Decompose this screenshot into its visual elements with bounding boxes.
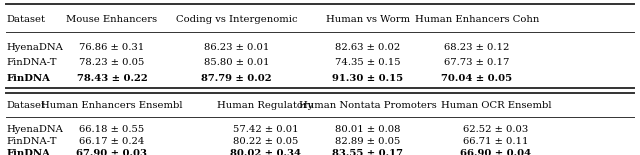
Text: FinDNA-T: FinDNA-T [6, 137, 57, 146]
Text: Mouse Enhancers: Mouse Enhancers [67, 15, 157, 24]
Text: 78.23 ± 0.05: 78.23 ± 0.05 [79, 58, 145, 67]
Text: 67.90 ± 0.03: 67.90 ± 0.03 [77, 149, 147, 155]
Text: Human vs Worm: Human vs Worm [326, 15, 410, 24]
Text: 78.43 ± 0.22: 78.43 ± 0.22 [77, 74, 147, 83]
Text: HyenaDNA: HyenaDNA [6, 43, 63, 52]
Text: Human Nontata Promoters: Human Nontata Promoters [299, 101, 437, 110]
Text: Human Enhancers Ensembl: Human Enhancers Ensembl [41, 101, 183, 110]
Text: 85.80 ± 0.01: 85.80 ± 0.01 [204, 58, 269, 67]
Text: Human Enhancers Cohn: Human Enhancers Cohn [415, 15, 539, 24]
Text: 74.35 ± 0.15: 74.35 ± 0.15 [335, 58, 401, 67]
Text: HyenaDNA: HyenaDNA [6, 125, 63, 134]
Text: Dataset: Dataset [6, 101, 45, 110]
Text: 70.04 ± 0.05: 70.04 ± 0.05 [441, 74, 513, 83]
Text: FinDNA: FinDNA [6, 74, 51, 83]
Text: Dataset: Dataset [6, 15, 45, 24]
Text: 67.73 ± 0.17: 67.73 ± 0.17 [444, 58, 509, 67]
Text: 66.71 ± 0.11: 66.71 ± 0.11 [463, 137, 529, 146]
Text: 80.02 ± 0.34: 80.02 ± 0.34 [230, 149, 301, 155]
Text: 57.42 ± 0.01: 57.42 ± 0.01 [233, 125, 298, 134]
Text: Coding vs Intergenomic: Coding vs Intergenomic [176, 15, 298, 24]
Text: 91.30 ± 0.15: 91.30 ± 0.15 [332, 74, 404, 83]
Text: 80.01 ± 0.08: 80.01 ± 0.08 [335, 125, 401, 134]
Text: 83.55 ± 0.17: 83.55 ± 0.17 [333, 149, 403, 155]
Text: 62.52 ± 0.03: 62.52 ± 0.03 [463, 125, 529, 134]
Text: FinDNA-T: FinDNA-T [6, 58, 57, 67]
Text: 66.90 ± 0.04: 66.90 ± 0.04 [460, 149, 532, 155]
Text: 66.17 ± 0.24: 66.17 ± 0.24 [79, 137, 145, 146]
Text: Human Regulatory: Human Regulatory [218, 101, 314, 110]
Text: 66.18 ± 0.55: 66.18 ± 0.55 [79, 125, 145, 134]
Text: 86.23 ± 0.01: 86.23 ± 0.01 [204, 43, 269, 52]
Text: 87.79 ± 0.02: 87.79 ± 0.02 [202, 74, 272, 83]
Text: FinDNA: FinDNA [6, 149, 51, 155]
Text: 68.23 ± 0.12: 68.23 ± 0.12 [444, 43, 509, 52]
Text: 82.89 ± 0.05: 82.89 ± 0.05 [335, 137, 401, 146]
Text: Human OCR Ensembl: Human OCR Ensembl [441, 101, 551, 110]
Text: 76.86 ± 0.31: 76.86 ± 0.31 [79, 43, 145, 52]
Text: 80.22 ± 0.05: 80.22 ± 0.05 [233, 137, 298, 146]
Text: 82.63 ± 0.02: 82.63 ± 0.02 [335, 43, 401, 52]
